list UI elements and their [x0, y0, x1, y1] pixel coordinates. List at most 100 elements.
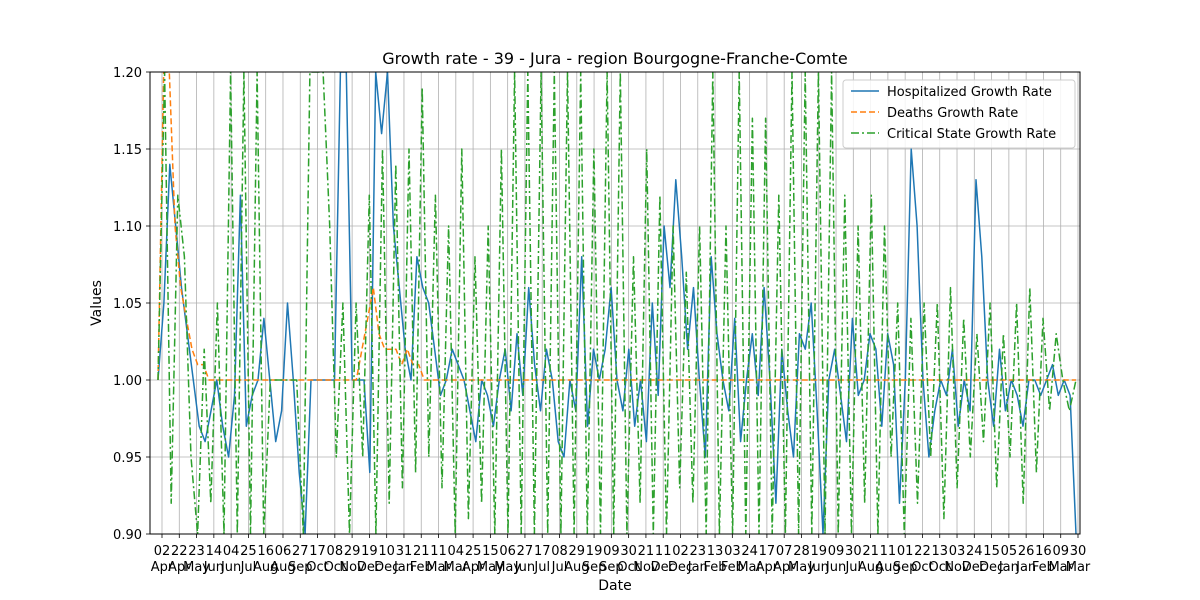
legend-label: Hospitalized Growth Rate	[887, 85, 1052, 100]
y-tick-label: 1.00	[113, 374, 142, 389]
x-tick-label-month: Nov	[944, 560, 970, 575]
x-tick-label-month: Jan	[998, 560, 1019, 575]
x-tick-label-day: 23	[690, 544, 707, 559]
x-tick-label-month: Jun	[808, 560, 829, 575]
x-tick-label-day: 17	[759, 544, 776, 559]
x-tick-label-day: 23	[188, 544, 205, 559]
x-tick-label-day: 16	[257, 544, 274, 559]
series-line-3	[157, 72, 1077, 534]
x-tick-label-day: 10	[378, 544, 395, 559]
y-tick-label: 1.10	[113, 220, 142, 235]
x-tick-label-month: Aug	[875, 560, 900, 575]
x-tick-label-day: 01	[897, 544, 914, 559]
x-tick-label-month: Sep	[582, 560, 607, 575]
x-tick-label-day: 21	[638, 544, 655, 559]
legend-label: Critical State Growth Rate	[887, 127, 1056, 142]
x-tick-label-day: 11	[880, 544, 897, 559]
x-axis: 02Apr22Apr23May14Jun04Jun25Jul16Aug06Aug…	[151, 534, 1091, 575]
x-tick-label-month: Jan	[687, 560, 708, 575]
x-tick-label-month: Sep	[288, 560, 313, 575]
x-tick-label-month: May	[183, 560, 210, 575]
x-tick-label-month: Dec	[668, 560, 693, 575]
x-tick-label-month: May	[494, 560, 521, 575]
x-tick-label-day: 04	[448, 544, 465, 559]
x-tick-label-day: 17	[534, 544, 551, 559]
series-line-2	[157, 72, 1076, 381]
x-tick-label-day: 04	[223, 544, 240, 559]
x-tick-label-day: 06	[499, 544, 516, 559]
x-tick-label-month: Dec	[357, 560, 382, 575]
x-tick-label-month: Jul	[551, 560, 568, 575]
legend: Hospitalized Growth Rate Deaths Growth Ra…	[842, 79, 1076, 149]
legend-label: Deaths Growth Rate	[887, 106, 1018, 121]
x-tick-label-day: 27	[517, 544, 534, 559]
x-tick-label-month: Oct	[928, 560, 950, 575]
y-tick-label: 1.15	[113, 143, 142, 158]
x-tick-label-month: Aug	[253, 560, 278, 575]
x-tick-label-day: 19	[810, 544, 827, 559]
x-tick-label-month: Jul	[844, 560, 861, 575]
x-tick-label-month: Jul	[240, 560, 257, 575]
y-tick-label: 1.05	[113, 297, 142, 312]
y-tick-label: 1.20	[113, 66, 142, 81]
x-tick-label-month: Oct	[911, 560, 933, 575]
x-tick-label-day: 31	[396, 544, 413, 559]
x-tick-label-day: 14	[206, 544, 223, 559]
x-tick-label-month: Apr	[756, 560, 779, 575]
x-tick-label-day: 30	[620, 544, 637, 559]
x-tick-label-day: 26	[1018, 544, 1035, 559]
x-tick-label-month: Jan	[1015, 560, 1036, 575]
x-tick-label-day: 22	[171, 544, 188, 559]
y-tick-label: 0.95	[113, 451, 142, 466]
x-tick-label-day: 09	[828, 544, 845, 559]
x-tick-label-day: 19	[361, 544, 378, 559]
x-tick-label-month: Mar	[1048, 560, 1073, 575]
x-tick-label-day: 16	[1035, 544, 1052, 559]
x-tick-label-day: 29	[569, 544, 586, 559]
x-tick-label-month: Apr	[151, 560, 174, 575]
x-tick-label-month: Jun	[220, 560, 241, 575]
x-tick-label-month: Oct	[324, 560, 346, 575]
x-tick-label-month: Jun	[203, 560, 224, 575]
x-tick-label-month: May	[477, 560, 504, 575]
legend-box	[842, 79, 1076, 149]
x-tick-label-day: 17	[309, 544, 326, 559]
x-tick-label-month: Feb	[1032, 560, 1055, 575]
x-tick-label-day: 24	[741, 544, 758, 559]
x-tick-label-month: Mar	[737, 560, 762, 575]
series-lines	[157, 72, 1077, 534]
x-tick-label-month: Aug	[858, 560, 883, 575]
x-tick-label-day: 24	[966, 544, 983, 559]
x-tick-label-month: Apr	[462, 560, 485, 575]
x-tick-label-day: 11	[430, 544, 447, 559]
x-tick-label-day: 11	[655, 544, 672, 559]
x-tick-label-day: 30	[845, 544, 862, 559]
x-tick-label-day: 06	[275, 544, 292, 559]
x-tick-label-month: Nov	[339, 560, 365, 575]
x-tick-label-day: 09	[603, 544, 620, 559]
x-tick-label-month: Jan	[393, 560, 414, 575]
x-tick-label-month: Apr	[168, 560, 191, 575]
x-tick-label-month: Jun	[825, 560, 846, 575]
x-tick-label-month: Dec	[962, 560, 987, 575]
chart-title: Growth rate - 39 - Jura - region Bourgog…	[382, 49, 847, 68]
x-tick-label-month: Jul	[533, 560, 550, 575]
x-tick-label-day: 07	[776, 544, 793, 559]
x-tick-label-month: Sep	[893, 560, 918, 575]
x-tick-label-month: Aug	[564, 560, 589, 575]
x-tick-label-month: Oct	[306, 560, 328, 575]
x-tick-label-day: 02	[154, 544, 171, 559]
x-tick-label-day: 03	[949, 544, 966, 559]
x-tick-label-day: 22	[914, 544, 931, 559]
x-tick-label-month: Dec	[374, 560, 399, 575]
x-tick-label-month: Sep	[599, 560, 624, 575]
x-tick-label-month: Jun	[514, 560, 535, 575]
x-axis-label: Date	[598, 578, 631, 594]
y-tick-label: 0.90	[113, 528, 142, 543]
x-tick-label-day: 03	[724, 544, 741, 559]
x-tick-label-day: 15	[983, 544, 1000, 559]
x-tick-label-day: 09	[1052, 544, 1069, 559]
x-tick-label-day: 19	[586, 544, 603, 559]
x-tick-label-day: 13	[931, 544, 948, 559]
